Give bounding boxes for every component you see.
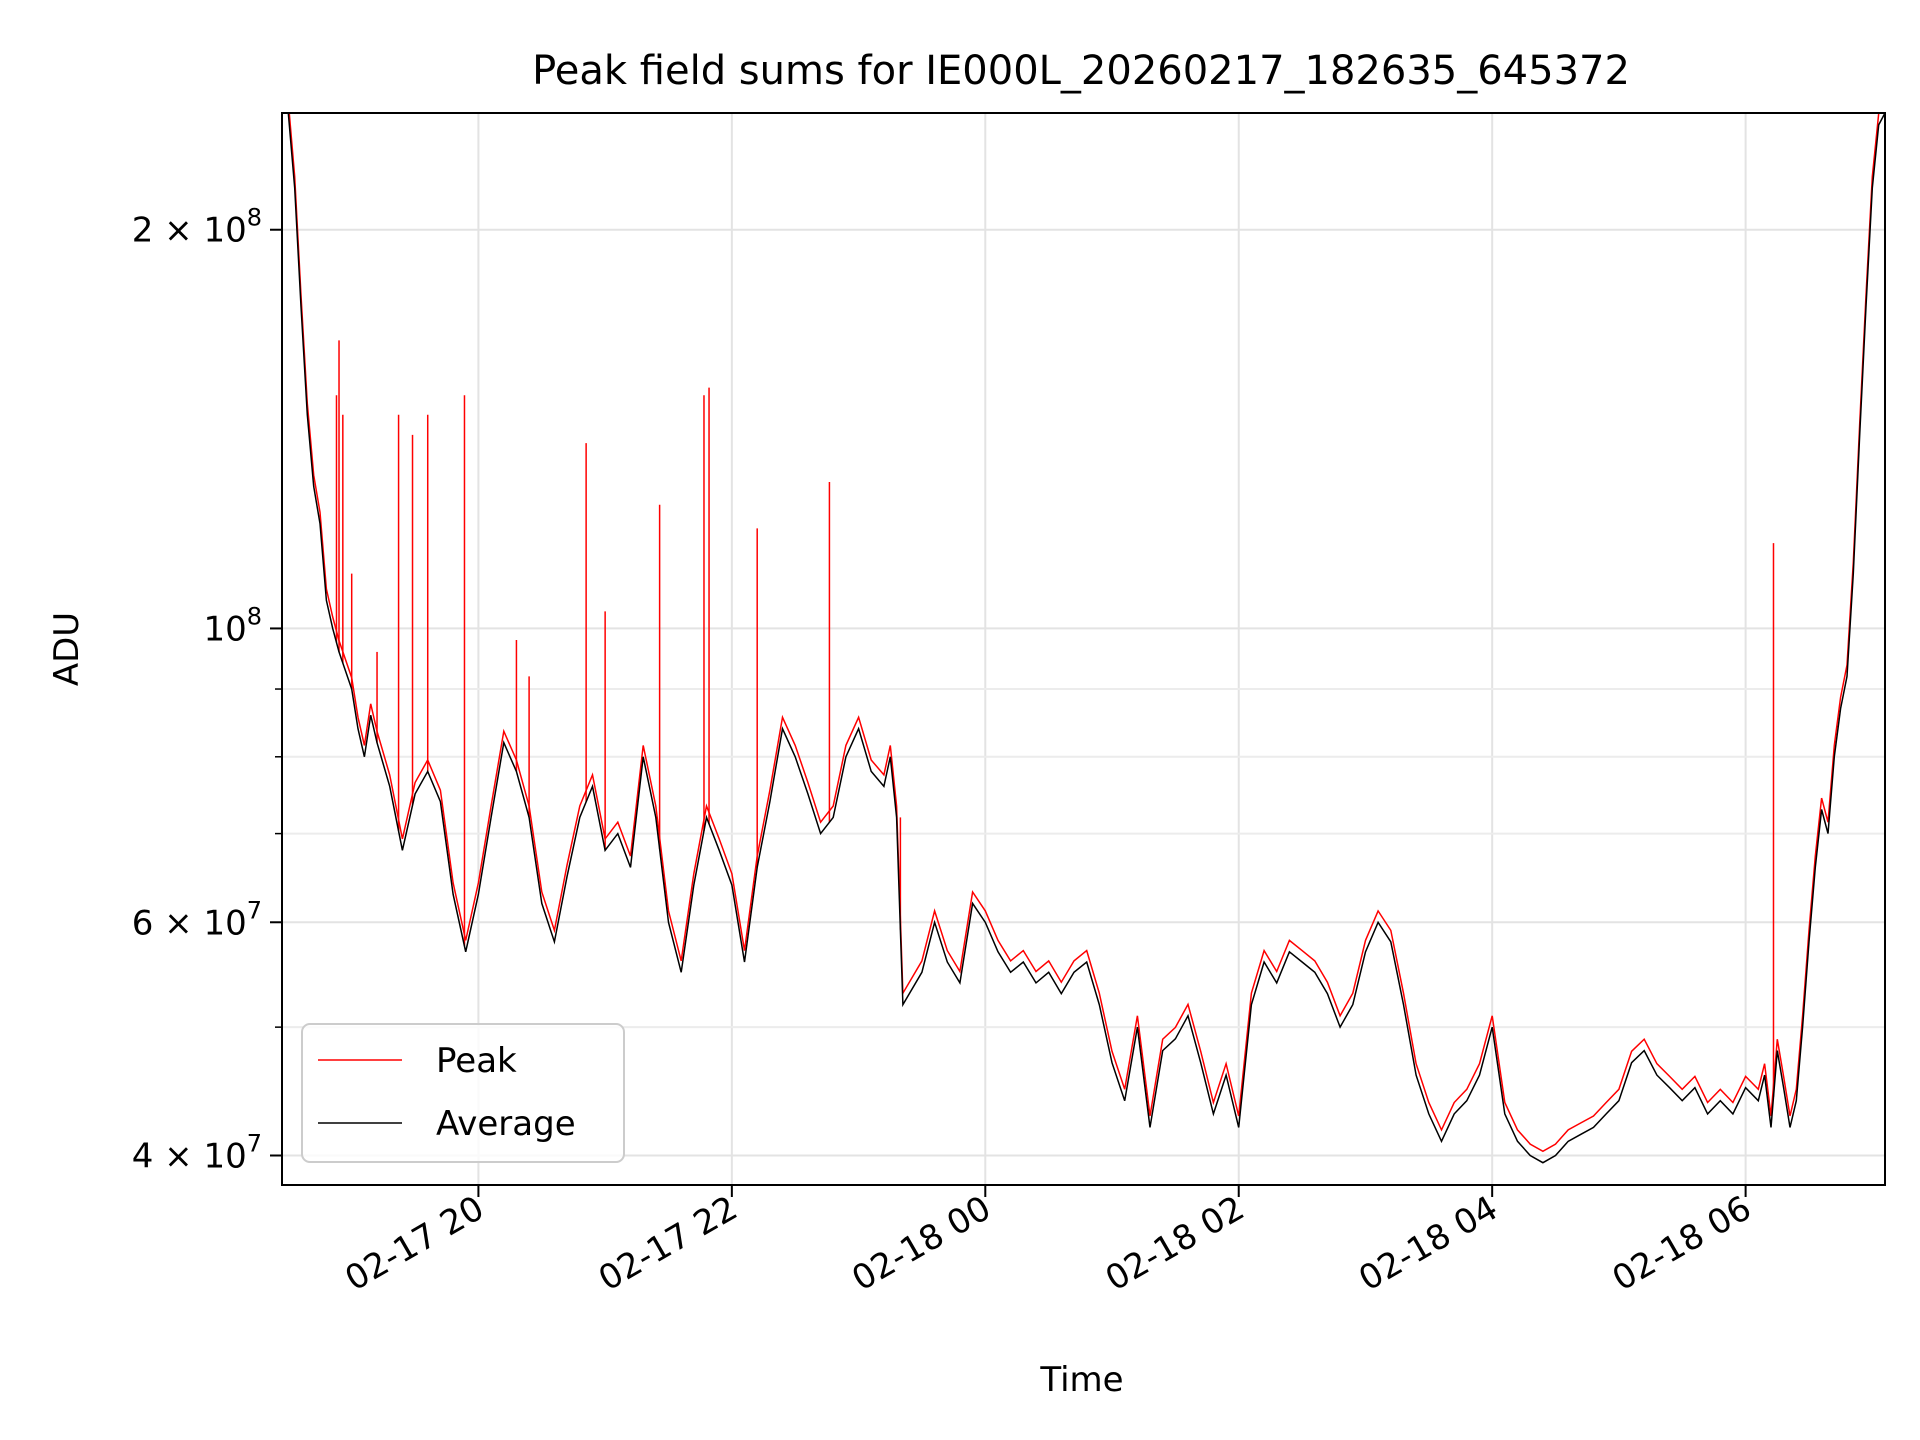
chart-title: Peak field sums for IE000L_20260217_1826… <box>532 48 1630 94</box>
legend: Peak Average <box>301 1023 625 1163</box>
plot-lines <box>287 113 1885 1164</box>
y-tick-label: 108 <box>203 602 262 649</box>
y-tick-label: 4 × 107 <box>132 1129 262 1176</box>
average-line <box>287 113 1885 1164</box>
legend-box <box>301 1023 625 1163</box>
plot-frame <box>281 112 1886 1186</box>
y-tick-label: 6 × 107 <box>132 896 262 943</box>
legend-average-label: Average <box>436 1104 576 1144</box>
legend-peak-label: Peak <box>436 1041 517 1081</box>
y-tick-label: 2 × 108 <box>132 204 262 251</box>
grid <box>282 113 1885 1185</box>
y-axis-label: ADU <box>47 612 87 686</box>
x-axis-label: Time <box>1039 1360 1123 1400</box>
peak-line <box>288 113 1880 1153</box>
